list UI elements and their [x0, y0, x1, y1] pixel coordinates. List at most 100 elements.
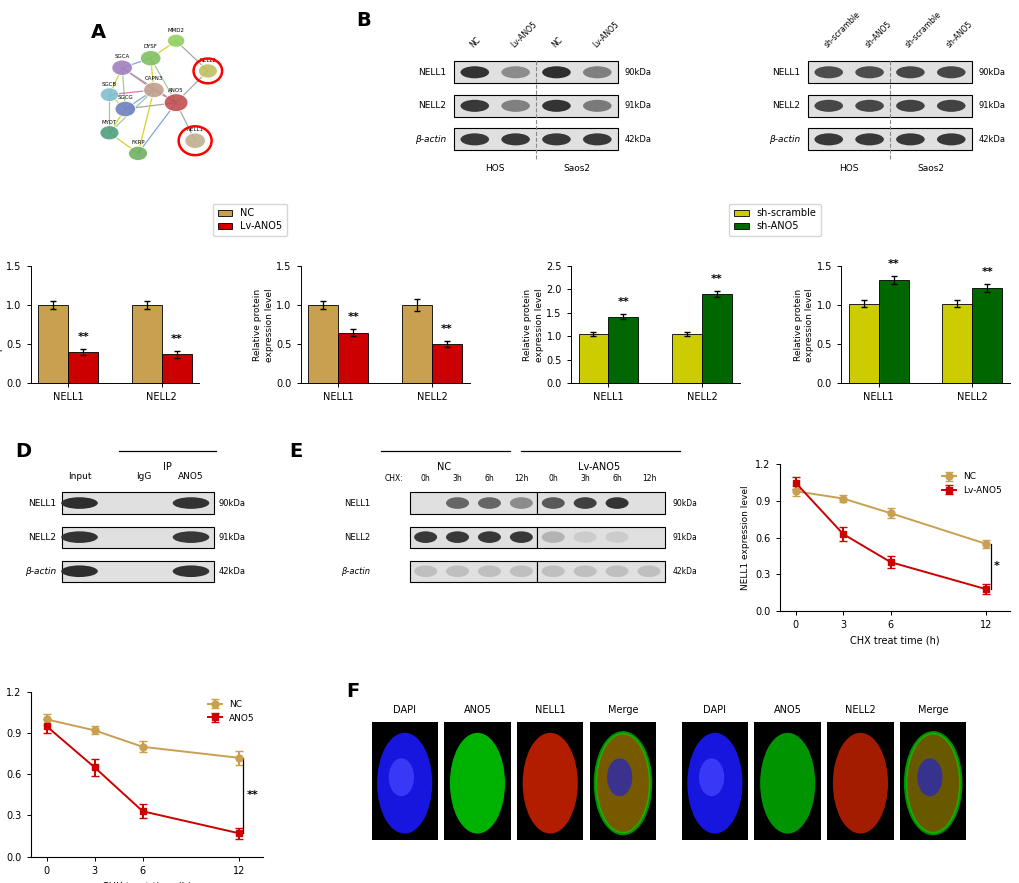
Text: NELL1: NELL1	[344, 499, 370, 508]
Y-axis label: NELL1 expression level: NELL1 expression level	[740, 486, 749, 590]
Ellipse shape	[414, 532, 437, 543]
Text: 3h: 3h	[452, 474, 462, 483]
Ellipse shape	[460, 133, 488, 146]
Ellipse shape	[637, 497, 660, 509]
Y-axis label: Relative protein
expression level: Relative protein expression level	[253, 288, 273, 361]
Text: 42kDa: 42kDa	[977, 135, 1005, 144]
Ellipse shape	[606, 758, 632, 796]
Bar	[453, 61, 618, 83]
Ellipse shape	[813, 100, 843, 112]
Ellipse shape	[896, 100, 924, 112]
Bar	[877, 280, 908, 383]
Text: NELL2: NELL2	[344, 532, 370, 541]
Ellipse shape	[388, 758, 414, 796]
Text: 90kDa: 90kDa	[218, 499, 246, 508]
Text: DAPI: DAPI	[392, 705, 416, 715]
Ellipse shape	[167, 34, 184, 48]
Text: NELL1: NELL1	[534, 705, 565, 715]
Ellipse shape	[936, 66, 965, 79]
Bar	[537, 493, 664, 514]
Ellipse shape	[542, 66, 571, 79]
Ellipse shape	[698, 758, 723, 796]
Text: β-actin: β-actin	[341, 567, 370, 576]
Ellipse shape	[855, 66, 883, 79]
Ellipse shape	[583, 66, 611, 79]
Y-axis label: Relative protein
expression level: Relative protein expression level	[0, 288, 3, 361]
Ellipse shape	[541, 565, 565, 577]
Ellipse shape	[61, 565, 98, 577]
Ellipse shape	[541, 497, 565, 509]
Text: Lv-ANO5: Lv-ANO5	[508, 19, 538, 49]
Bar	[537, 526, 664, 547]
Text: SGCG: SGCG	[117, 95, 133, 101]
Ellipse shape	[510, 565, 532, 577]
Ellipse shape	[144, 82, 164, 98]
Text: 0h: 0h	[548, 474, 557, 483]
Text: CHX:: CHX:	[384, 474, 403, 483]
Bar	[701, 294, 732, 383]
Text: **: **	[980, 267, 993, 277]
Ellipse shape	[936, 100, 965, 112]
Text: DAPI: DAPI	[703, 705, 726, 715]
Bar	[39, 306, 68, 383]
Bar	[942, 304, 971, 383]
Text: MMD2: MMD2	[167, 28, 184, 34]
Text: sh-ANO5: sh-ANO5	[944, 19, 974, 49]
Bar	[754, 721, 820, 840]
Text: **: **	[77, 332, 89, 342]
Text: 42kDa: 42kDa	[218, 567, 246, 576]
Ellipse shape	[542, 133, 571, 146]
Bar	[608, 317, 638, 383]
Text: D: D	[15, 442, 31, 461]
Bar	[826, 721, 893, 840]
Ellipse shape	[377, 733, 432, 834]
Ellipse shape	[172, 532, 209, 543]
Bar	[444, 721, 511, 840]
Text: NELL1: NELL1	[771, 68, 799, 77]
Ellipse shape	[573, 497, 596, 509]
Ellipse shape	[855, 100, 883, 112]
Text: 0h: 0h	[420, 474, 430, 483]
Ellipse shape	[833, 733, 888, 834]
Text: NC: NC	[436, 463, 450, 472]
Ellipse shape	[573, 565, 596, 577]
Text: Input: Input	[67, 472, 91, 480]
Ellipse shape	[445, 532, 469, 543]
Ellipse shape	[500, 133, 530, 146]
Bar	[371, 721, 437, 840]
Text: NELL1: NELL1	[418, 68, 445, 77]
Ellipse shape	[595, 733, 650, 834]
Bar	[681, 721, 747, 840]
Text: NELL2: NELL2	[844, 705, 875, 715]
Bar	[131, 306, 162, 383]
Text: Saos2: Saos2	[562, 164, 590, 173]
Bar	[672, 334, 701, 383]
Ellipse shape	[510, 497, 532, 509]
Text: NELL2: NELL2	[28, 532, 56, 541]
Ellipse shape	[61, 497, 98, 509]
Y-axis label: Relative protein
expression level: Relative protein expression level	[793, 288, 813, 361]
Text: NELL1: NELL1	[28, 499, 56, 508]
Bar	[308, 306, 338, 383]
Ellipse shape	[164, 94, 187, 111]
Ellipse shape	[125, 532, 162, 543]
Text: 90kDa: 90kDa	[672, 499, 697, 508]
X-axis label: CHX treat time (h): CHX treat time (h)	[102, 881, 192, 883]
Text: 90kDa: 90kDa	[624, 68, 651, 77]
Text: NELL2: NELL2	[418, 102, 445, 110]
Ellipse shape	[936, 133, 965, 146]
Text: **: **	[616, 298, 629, 307]
Ellipse shape	[125, 565, 162, 577]
Ellipse shape	[573, 532, 596, 543]
Ellipse shape	[100, 87, 118, 102]
Bar	[162, 354, 192, 383]
Ellipse shape	[100, 125, 119, 140]
Text: NELL2: NELL2	[771, 102, 799, 110]
Ellipse shape	[813, 66, 843, 79]
Bar	[807, 94, 971, 117]
Legend: NC, ANO5: NC, ANO5	[205, 697, 258, 726]
Text: CAPN3: CAPN3	[145, 76, 163, 81]
Ellipse shape	[522, 733, 577, 834]
Text: **: **	[710, 275, 722, 284]
Text: DYSF: DYSF	[144, 44, 158, 49]
